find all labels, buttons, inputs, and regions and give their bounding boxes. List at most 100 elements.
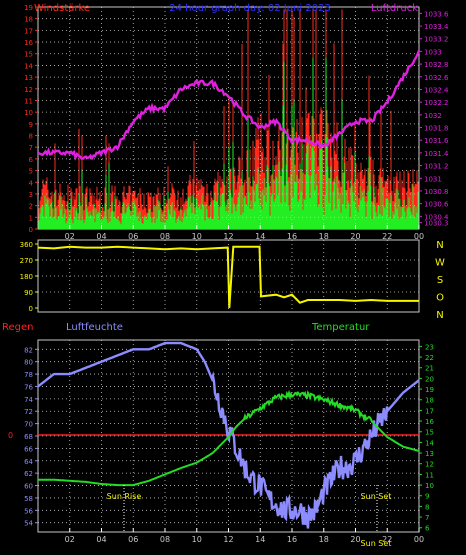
temperature-line <box>38 389 420 487</box>
pressure-y-label: 1032 <box>424 112 442 120</box>
wind-y-label: 7 <box>29 144 33 152</box>
temperature-y-axis: 6 7 8 9 10 11 12 13 14 15 16 17 18 19 20 21 22 23 <box>419 343 434 533</box>
pressure-y-label: 1032.8 <box>424 61 449 69</box>
humidity-y-label: 72 <box>24 408 33 416</box>
wind-x-axis: 02 04 06 08 10 12 14 16 18 20 22 00 <box>65 225 424 241</box>
compass-label: O <box>436 293 444 304</box>
pressure-y-label: 1032.6 <box>424 74 449 82</box>
humidity-x-label: 20 <box>350 535 360 544</box>
humidity-y-label: 78 <box>24 371 33 379</box>
wind-y-label: 6 <box>29 156 34 164</box>
wind-axis-label: Windstärke <box>34 3 90 14</box>
temperature-y-label: 7 <box>425 514 429 522</box>
wind-y-label: 19 <box>24 4 33 12</box>
pressure-y-label: 1032.4 <box>424 86 449 94</box>
wind-bars <box>38 9 419 229</box>
direction-y-label: 180 <box>20 273 33 281</box>
humidity-y-axis: 54 56 58 60 62 64 66 68 70 72 74 76 78 80 82 <box>24 346 38 528</box>
humidity-y-label: 76 <box>24 383 33 391</box>
temperature-y-label: 18 <box>425 397 434 405</box>
sunset-label: Sun Set <box>361 492 392 501</box>
wind-y-label: 17 <box>24 27 33 35</box>
pressure-y-label: 1033.2 <box>424 36 449 44</box>
humidity-y-label: 54 <box>24 520 33 528</box>
chart-title: 24 hour graph day: 02 Juni 2023 <box>169 3 331 14</box>
temperature-y-label: 13 <box>425 450 434 458</box>
wind-x-label: 00 <box>414 232 424 241</box>
temperature-y-label: 22 <box>425 354 434 362</box>
pressure-y-label: 1031.2 <box>424 163 449 171</box>
wind-x-label: 22 <box>382 232 392 241</box>
wind-y-label: 0 <box>29 226 33 234</box>
wind-y-label: 5 <box>29 168 33 176</box>
temperature-y-label: 19 <box>425 386 434 394</box>
wind-y-label: 4 <box>29 179 34 187</box>
wind-y-label: 16 <box>24 39 33 47</box>
wind-x-label: 18 <box>319 232 329 241</box>
temperature-y-label: 9 <box>425 493 429 501</box>
humidity-y-label: 56 <box>24 507 33 515</box>
pressure-y-label: 1030.4 <box>424 213 449 221</box>
compass-label: W <box>435 258 445 269</box>
wind-x-label: 10 <box>192 232 202 241</box>
humidity-x-label: 06 <box>128 535 138 544</box>
wind-x-label: 12 <box>223 232 233 241</box>
temperature-y-label: 14 <box>425 439 434 447</box>
humidity-x-label: 14 <box>255 535 265 544</box>
wind-y-label: 14 <box>24 62 33 70</box>
humidity-y-label: 66 <box>24 445 33 453</box>
pressure-y-label: 1031.8 <box>424 125 449 133</box>
direction-y-label: 360 <box>20 241 33 249</box>
pressure-y-label: 1030.8 <box>424 188 449 196</box>
direction-y-label: 90 <box>24 289 33 297</box>
humidity-x-label: 22 <box>382 535 392 544</box>
compass-label: N <box>436 240 443 251</box>
humidity-y-label: 68 <box>24 433 33 441</box>
wind-grid <box>38 7 419 229</box>
humidity-y-label: 70 <box>24 421 33 429</box>
wind-x-label: 20 <box>350 232 360 241</box>
humidity-x-label: 12 <box>223 535 233 544</box>
pressure-y-label: 1031 <box>424 175 442 183</box>
humidity-x-label: 18 <box>319 535 329 544</box>
temperature-y-label: 6 <box>425 525 430 533</box>
wind-y-label: 9 <box>29 121 33 129</box>
pressure-y-label: 1030.6 <box>424 201 449 209</box>
wind-x-label: 08 <box>160 232 170 241</box>
wind-x-label: 06 <box>128 232 138 241</box>
temperature-y-label: 10 <box>425 482 434 490</box>
wind-y-label: 1 <box>29 214 33 222</box>
direction-y-axis: 360 270 180 90 0 <box>20 241 38 313</box>
compass-label: N <box>436 310 443 321</box>
humidity-x-label: 08 <box>160 535 170 544</box>
humidity-line <box>37 341 420 529</box>
pressure-y-label: 1031.4 <box>424 150 449 158</box>
humidity-y-label: 60 <box>24 483 33 491</box>
wind-y-label: 8 <box>29 133 33 141</box>
humidity-x-label: 16 <box>287 535 297 544</box>
humidity-y-label: 64 <box>24 458 33 466</box>
humidity-y-label: 82 <box>24 346 33 354</box>
wind-y-label: 2 <box>29 203 33 211</box>
pressure-y-label: 1031.6 <box>424 137 449 145</box>
wind-y-label: 3 <box>29 191 33 199</box>
temperature-y-label: 23 <box>425 343 434 351</box>
sunset-label-axis: Sun Set <box>361 539 392 548</box>
humidity-y-label: 58 <box>24 495 33 503</box>
pressure-y-label: 1033.6 <box>424 10 449 18</box>
humidity-x-label: 04 <box>96 535 106 544</box>
humidity-x-label: 02 <box>65 535 75 544</box>
wind-x-label: 02 <box>65 232 75 241</box>
humidity-axis-label: Luftfeuchte <box>66 322 123 333</box>
pressure-y-label: 1032.2 <box>424 99 449 107</box>
wind-x-label: 16 <box>287 232 297 241</box>
temperature-y-label: 8 <box>425 503 429 511</box>
direction-y-label: 270 <box>20 257 33 265</box>
pressure-axis-label: Luftdruck <box>371 3 418 14</box>
temperature-y-label: 11 <box>425 471 434 479</box>
wind-y-label: 13 <box>24 74 33 82</box>
